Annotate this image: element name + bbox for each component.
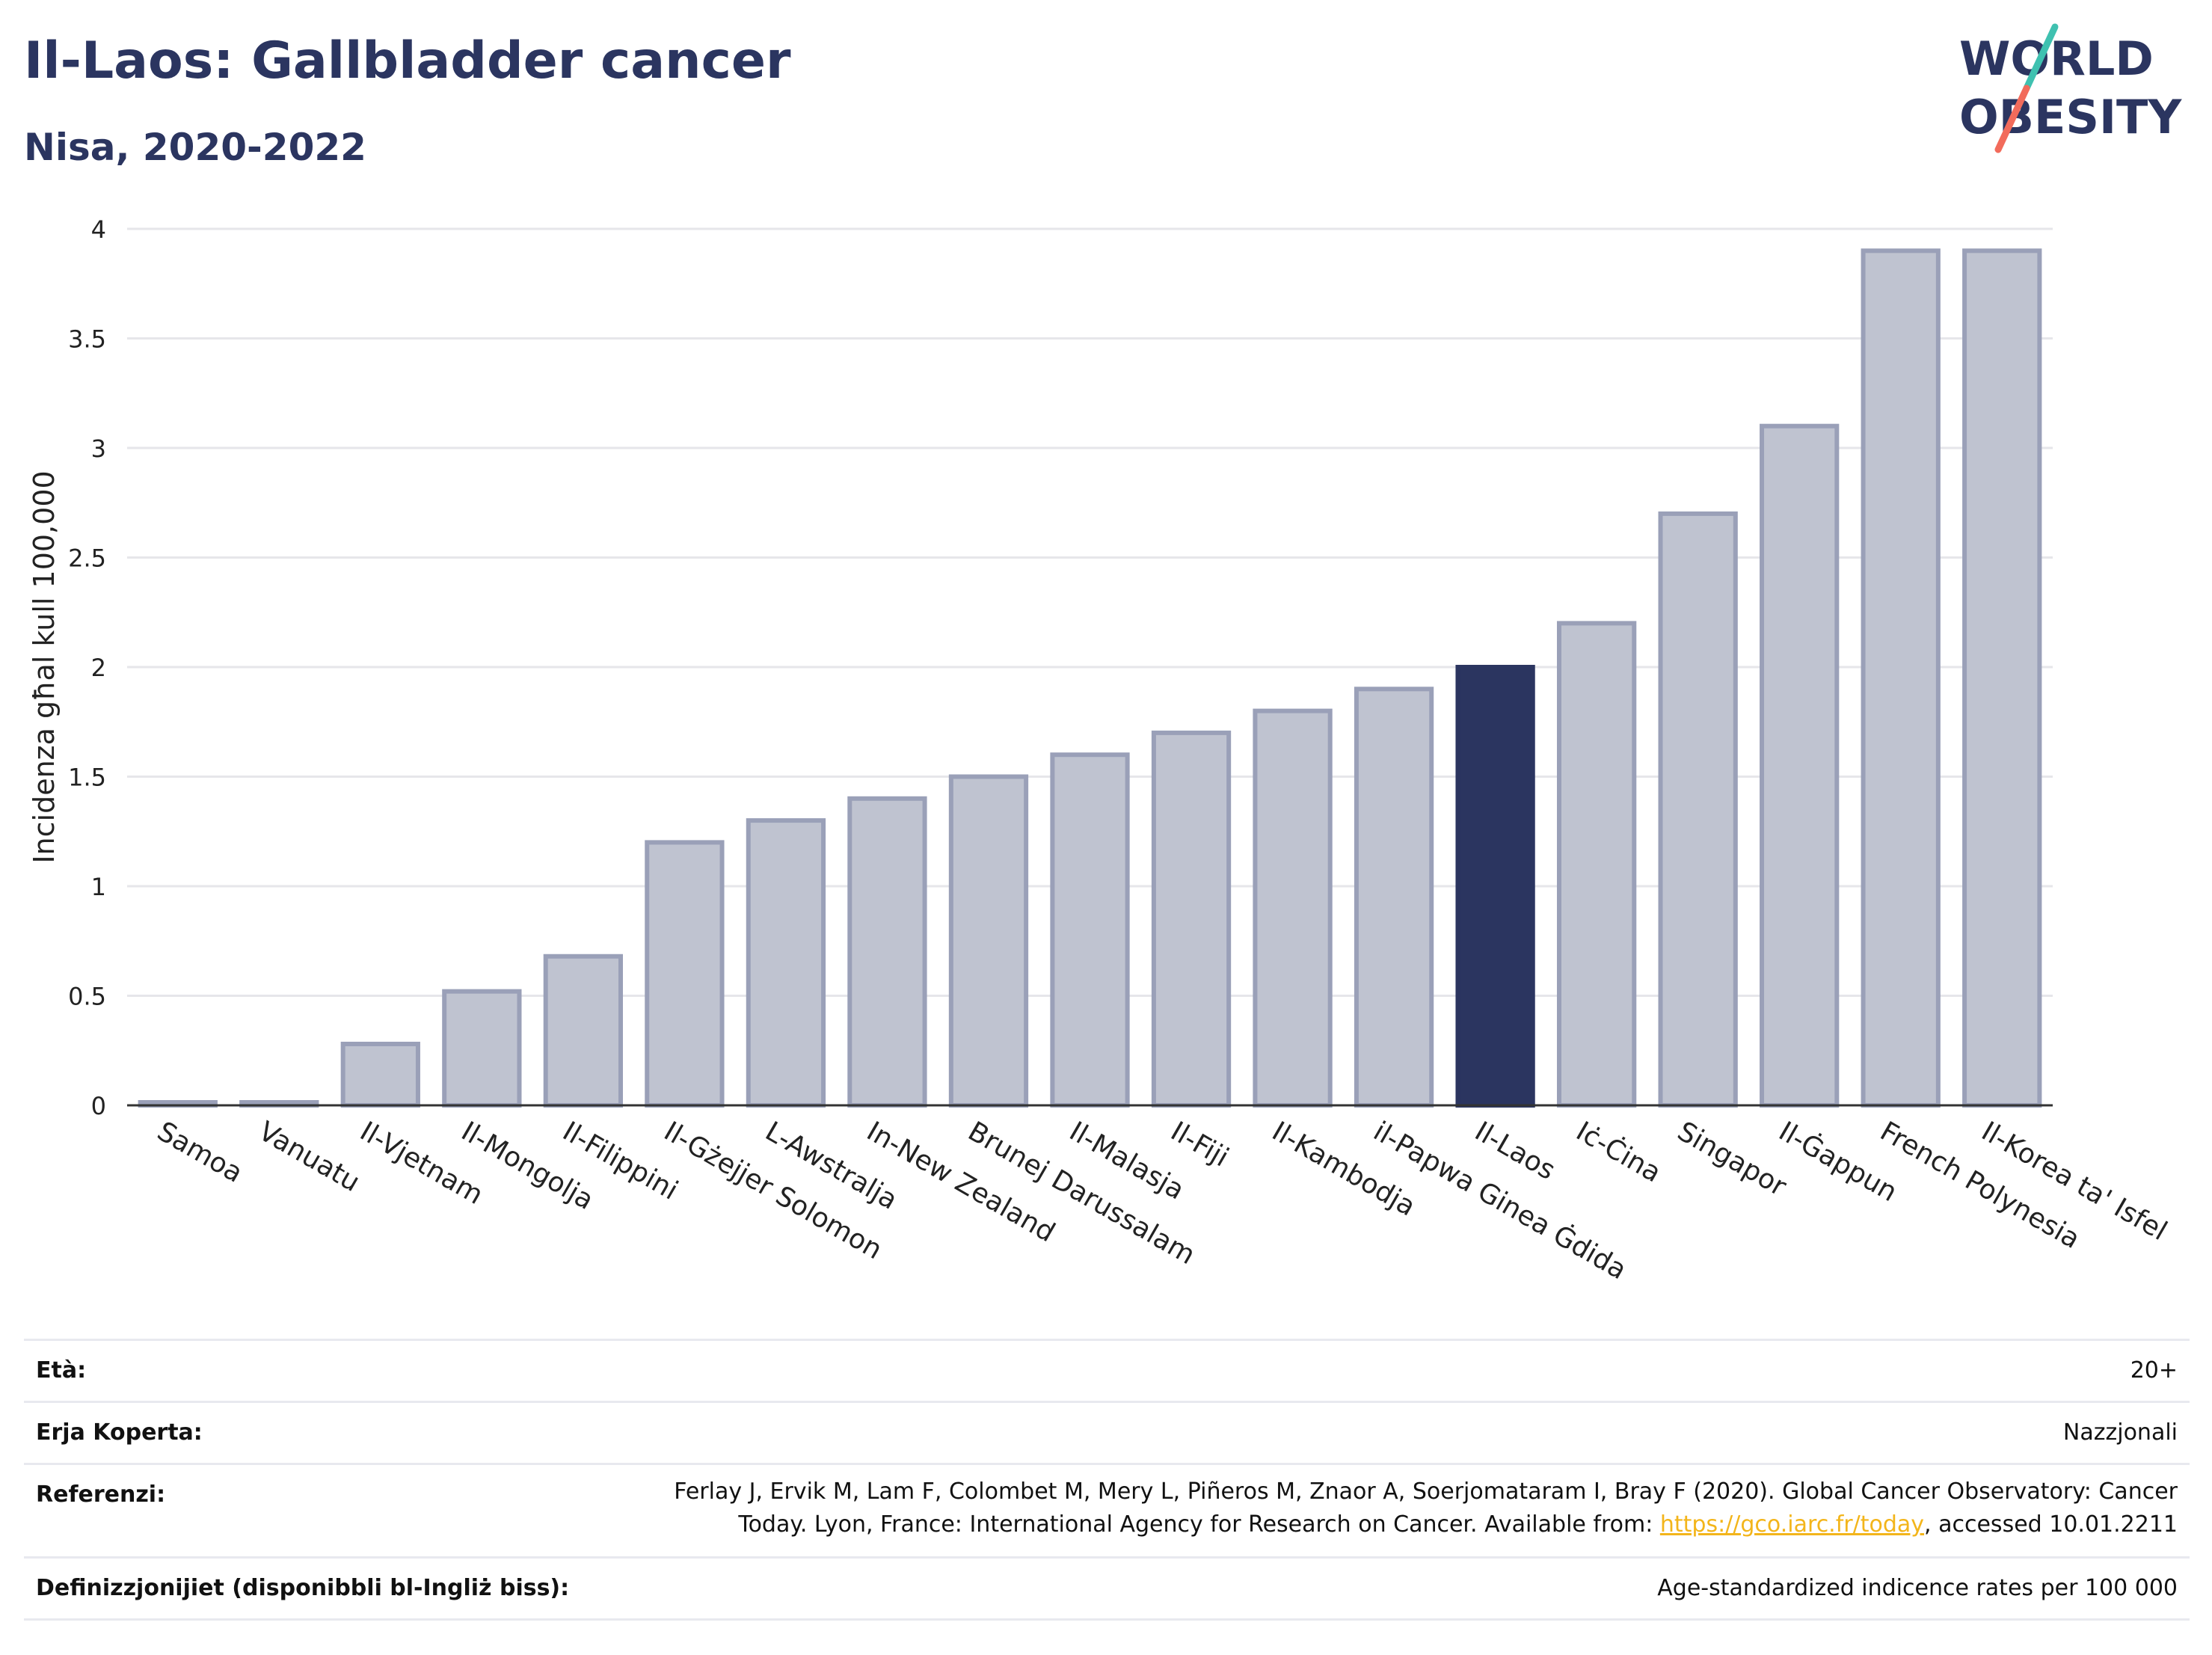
bar: [1253, 708, 1333, 1108]
bar: [1962, 248, 2042, 1108]
logo-text-world: WORLD: [1959, 31, 2154, 86]
y-tick-label: 0: [91, 1092, 106, 1120]
bar: [1556, 621, 1637, 1108]
x-tick-label: Samoa: [152, 1116, 248, 1189]
info-label-definitions: Definizzjonijiet (disponibbli bl-Ingliż …: [36, 1575, 570, 1601]
y-tick-label: 1: [91, 873, 106, 901]
reference-text: Today. Lyon, France: International Agenc…: [738, 1511, 1660, 1538]
info-value-age: 20+: [2130, 1357, 2178, 1384]
x-tick-label: Vanuatu: [254, 1116, 365, 1198]
bar: [1658, 511, 1738, 1108]
chart-subtitle: Nisa, 2020-2022: [24, 126, 366, 169]
info-table: Età: 20+ Erja Koperta: Nazzjonali Refere…: [24, 1339, 2190, 1621]
chart-title: Il-Laos: Gallbladder cancer: [24, 31, 791, 90]
y-tick-label: 3: [91, 435, 106, 463]
bar: [746, 818, 826, 1108]
y-tick-label: 4: [91, 215, 106, 244]
bar: [1151, 730, 1232, 1108]
bar: [948, 774, 1029, 1108]
info-row-area: Erja Koperta: Nazzjonali: [24, 1401, 2190, 1463]
bar: [543, 954, 624, 1108]
info-label-area: Erja Koperta:: [36, 1419, 203, 1446]
reference-accessed: , accessed 10.01.2211: [1924, 1511, 2178, 1538]
bar-highlighted: [1455, 665, 1535, 1108]
info-value-references-line2: Today. Lyon, France: International Agenc…: [738, 1511, 2178, 1538]
y-tick-label: 0.5: [68, 983, 106, 1011]
y-tick-label: 3.5: [68, 325, 106, 354]
info-row-age: Età: 20+: [24, 1339, 2190, 1401]
x-tick-label: Iċ-Ċina: [1571, 1115, 1667, 1188]
info-value-references-line1: Ferlay J, Ervik M, Lam F, Colombet M, Me…: [674, 1479, 2178, 1505]
info-label-references: Referenzi:: [36, 1481, 166, 1508]
info-row-references: Referenzi: Ferlay J, Ervik M, Lam F, Col…: [24, 1463, 2190, 1556]
info-row-definitions: Definizzjonijiet (disponibbli bl-Ingliż …: [24, 1556, 2190, 1621]
bar: [1760, 423, 1840, 1108]
world-obesity-logo: WORLD OBESITY: [1959, 23, 2182, 153]
bar: [1354, 687, 1434, 1108]
bar: [442, 989, 522, 1108]
y-axis-title: Incidenza għal kull 100,000: [28, 470, 61, 863]
logo-slash-top: [2023, 23, 2059, 92]
y-tick-label: 1.5: [68, 764, 106, 792]
y-tick-label: 2: [91, 654, 106, 682]
x-tick-label: Il-Fiji: [1166, 1116, 1234, 1173]
x-tick-label: Singapor: [1672, 1116, 1791, 1203]
reference-link[interactable]: https://gco.iarc.fr/today: [1659, 1511, 1925, 1538]
bar: [1050, 752, 1130, 1108]
bar: [645, 840, 725, 1108]
bar: [847, 796, 927, 1108]
bar: [340, 1041, 420, 1108]
y-tick-label: 2.5: [68, 544, 106, 573]
bar: [1861, 248, 1941, 1108]
logo-slash-bottom: [1994, 85, 2030, 153]
info-value-definitions: Age-standardized indicence rates per 100…: [1657, 1575, 2178, 1601]
info-value-area: Nazzjonali: [2062, 1419, 2178, 1446]
bars: [138, 248, 2042, 1108]
logo-text-obesity: OBESITY: [1959, 90, 2182, 144]
info-label-age: Età:: [36, 1357, 87, 1384]
